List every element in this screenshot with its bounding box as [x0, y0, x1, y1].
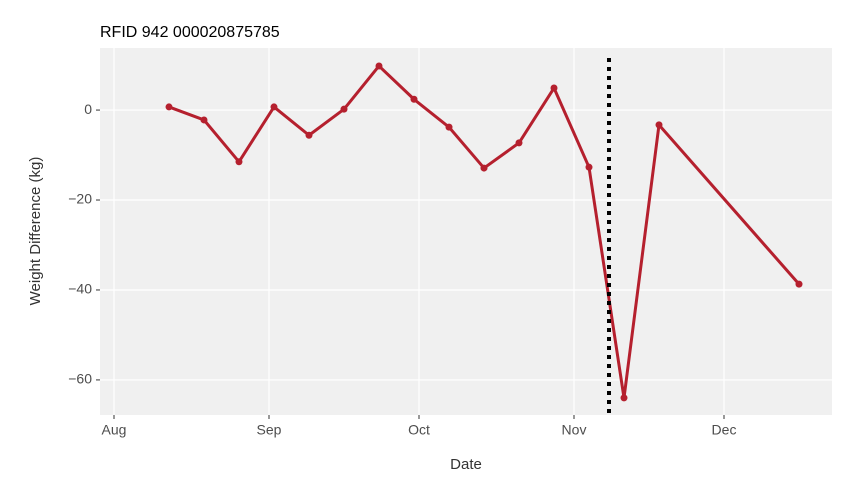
data-point [410, 95, 418, 103]
data-point [585, 163, 593, 171]
y-tick-label: 0 [84, 101, 92, 117]
data-point [200, 116, 208, 124]
data-point [165, 103, 173, 111]
x-tick-label: Nov [562, 422, 587, 438]
panel [100, 48, 832, 415]
data-point [445, 123, 453, 131]
data-point [375, 62, 383, 70]
x-tick-label: Dec [712, 422, 737, 438]
data-point [550, 84, 558, 92]
data-point [305, 131, 313, 139]
chart-title: RFID 942 000020875785 [100, 24, 280, 41]
y-tick-label: −60 [68, 371, 92, 387]
x-tick-label: Aug [102, 422, 127, 438]
data-line [168, 64, 801, 400]
x-tick-label: Sep [257, 422, 282, 438]
data-point [795, 280, 803, 288]
data-point [235, 158, 243, 166]
y-axis-title: Weight Difference (kg) [27, 157, 44, 306]
y-tick-label: −20 [68, 191, 92, 207]
data-point [270, 103, 278, 111]
x-tick-label: Oct [408, 422, 430, 438]
data-point [480, 164, 488, 172]
data-point [515, 139, 523, 147]
x-axis-title: Date [450, 456, 482, 473]
data-point [655, 121, 663, 129]
y-tick-label: −40 [68, 281, 92, 297]
data-point [620, 394, 628, 402]
data-point [340, 105, 348, 113]
